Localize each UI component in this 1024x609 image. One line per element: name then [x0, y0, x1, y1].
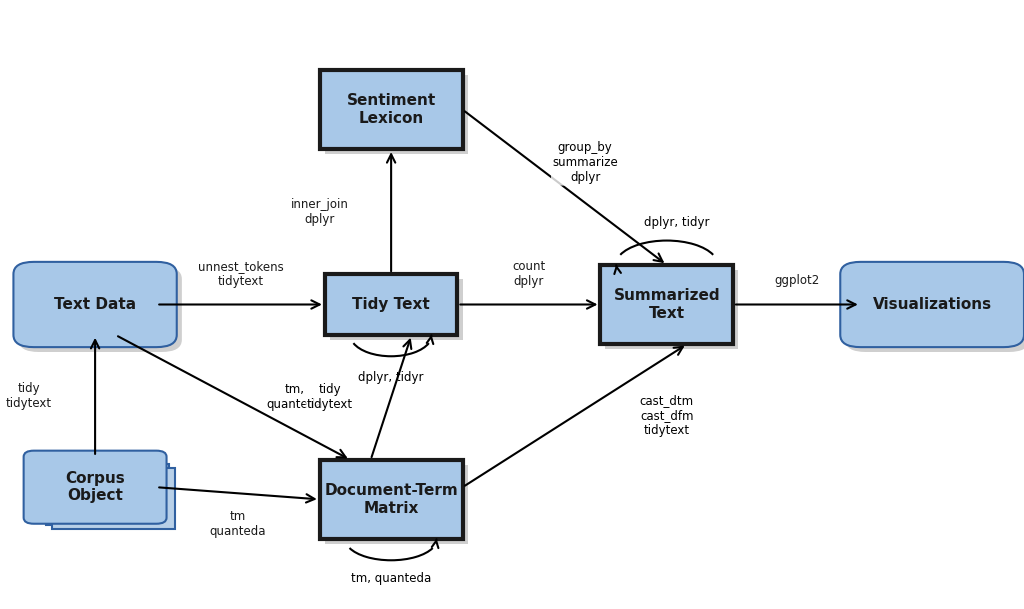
Text: dplyr, tidyr: dplyr, tidyr	[358, 371, 424, 384]
Text: group_by
summarize
dplyr: group_by summarize dplyr	[552, 141, 617, 185]
FancyBboxPatch shape	[319, 460, 463, 539]
FancyBboxPatch shape	[600, 265, 733, 344]
Text: Text Data: Text Data	[54, 297, 136, 312]
Text: tm
quanteda: tm quanteda	[210, 510, 266, 538]
Text: tm, quanteda: tm, quanteda	[351, 572, 431, 585]
Text: Corpus
Object: Corpus Object	[66, 471, 125, 504]
FancyBboxPatch shape	[605, 270, 738, 349]
Text: Summarized
Text: Summarized Text	[613, 288, 720, 321]
Text: tidy
tidytext: tidy tidytext	[6, 382, 52, 410]
FancyBboxPatch shape	[13, 262, 177, 347]
FancyBboxPatch shape	[841, 262, 1024, 347]
Text: Tidy Text: Tidy Text	[352, 297, 430, 312]
FancyBboxPatch shape	[325, 274, 458, 335]
Text: Visualizations: Visualizations	[872, 297, 991, 312]
FancyBboxPatch shape	[325, 465, 468, 544]
FancyBboxPatch shape	[319, 70, 463, 149]
Text: Sentiment
Lexicon: Sentiment Lexicon	[346, 93, 436, 126]
FancyBboxPatch shape	[52, 468, 175, 529]
FancyBboxPatch shape	[24, 451, 167, 524]
Text: cast_dtm
cast_dfm
tidytext: cast_dtm cast_dfm tidytext	[640, 394, 694, 437]
Text: ggplot2: ggplot2	[774, 273, 819, 287]
FancyBboxPatch shape	[39, 462, 162, 523]
FancyBboxPatch shape	[846, 267, 1024, 352]
FancyBboxPatch shape	[325, 75, 468, 154]
FancyBboxPatch shape	[46, 464, 169, 525]
Text: tidy
tidytext: tidy tidytext	[307, 384, 353, 411]
Text: count
dplyr: count dplyr	[512, 260, 546, 288]
Text: inner_join
dplyr: inner_join dplyr	[291, 198, 348, 225]
Text: Document-Term
Matrix: Document-Term Matrix	[325, 483, 458, 516]
Text: tm,
quanteda: tm, quanteda	[266, 384, 323, 411]
Text: unnest_tokens
tidytext: unnest_tokens tidytext	[198, 260, 284, 288]
FancyBboxPatch shape	[18, 267, 182, 352]
FancyBboxPatch shape	[330, 279, 463, 340]
FancyBboxPatch shape	[40, 460, 163, 521]
Text: dplyr, tidyr: dplyr, tidyr	[644, 216, 710, 229]
